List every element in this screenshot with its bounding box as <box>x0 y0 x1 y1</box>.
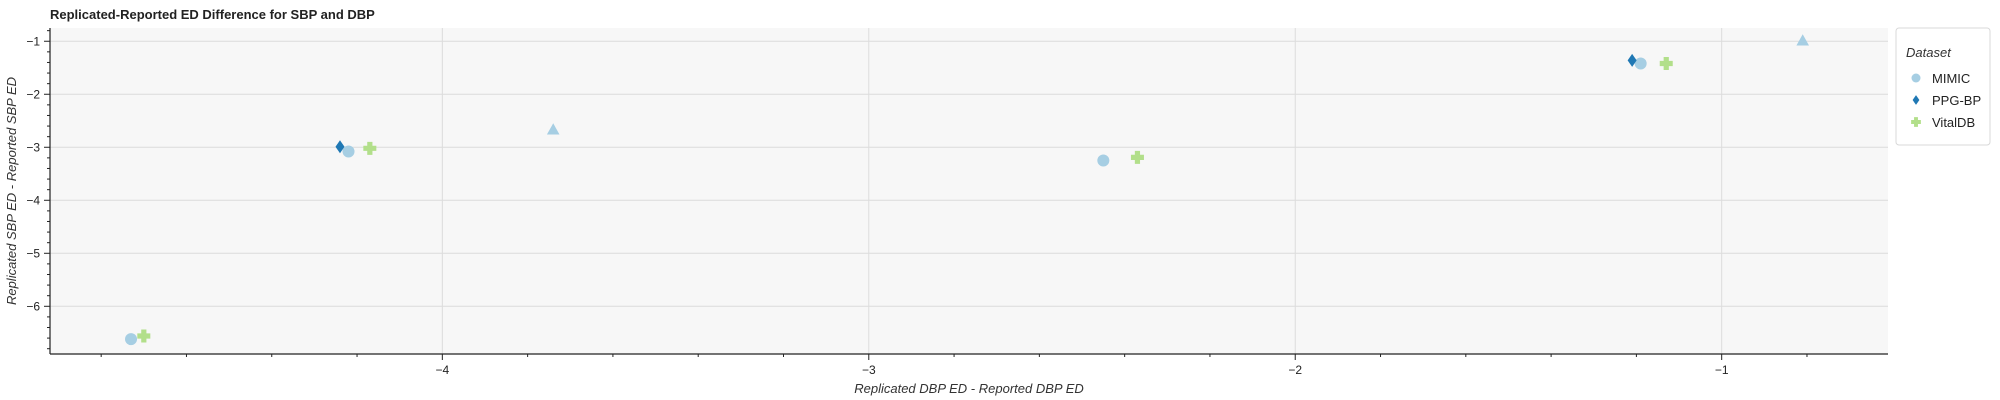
ppg-bp-point <box>335 140 345 154</box>
legend-label-vitaldb: VitalDB <box>1932 115 1975 130</box>
legend-label-ppg-bp: PPG-BP <box>1932 93 1981 108</box>
x-tick-label: −3 <box>862 363 876 377</box>
vitaldb-point <box>1659 57 1673 71</box>
legend-title: Dataset <box>1906 45 1952 60</box>
legend-marker-vitaldb <box>1911 117 1921 127</box>
ppg-bp-point <box>1627 53 1637 67</box>
x-tick-label: −4 <box>435 363 449 377</box>
mimic-point <box>1796 34 1810 46</box>
y-tick-label: −1 <box>26 34 40 48</box>
y-tick-label: −2 <box>26 87 40 101</box>
mimic-point <box>125 333 138 346</box>
vitaldb-point <box>137 329 151 343</box>
chart-title: Replicated-Reported ED Difference for SB… <box>50 7 375 22</box>
y-tick-label: −3 <box>26 140 40 154</box>
y-tick-label: −4 <box>26 193 40 207</box>
data-points <box>125 34 1810 346</box>
legend-label-mimic: MIMIC <box>1932 71 1970 86</box>
tick-marks: −4 −3 −2 −1 −1 −2 −3 −4 −5 −6 <box>26 30 1808 377</box>
y-axis-label: Replicated SBP ED - Reported SBP ED <box>4 77 19 305</box>
axes <box>49 28 1888 355</box>
x-tick-label: −1 <box>1715 363 1729 377</box>
x-tick-label: −2 <box>1288 363 1302 377</box>
vitaldb-point <box>363 141 377 155</box>
y-tick-label: −6 <box>26 299 40 313</box>
mimic-point <box>342 145 355 158</box>
legend-marker-mimic <box>1911 73 1921 83</box>
x-axis-label: Replicated DBP ED - Reported DBP ED <box>854 381 1084 396</box>
legend-box <box>1895 27 1991 146</box>
y-tick-label: −5 <box>26 246 40 260</box>
grid-lines <box>50 28 1888 354</box>
vitaldb-point <box>1130 150 1144 164</box>
mimic-point <box>1634 57 1647 70</box>
legend: Dataset MIMIC PPG-BP VitalDB <box>1895 27 1991 146</box>
mimic-point <box>546 123 560 135</box>
legend-marker-ppg-bp <box>1912 95 1920 105</box>
plot-area <box>50 28 1888 354</box>
mimic-point <box>1097 154 1110 167</box>
